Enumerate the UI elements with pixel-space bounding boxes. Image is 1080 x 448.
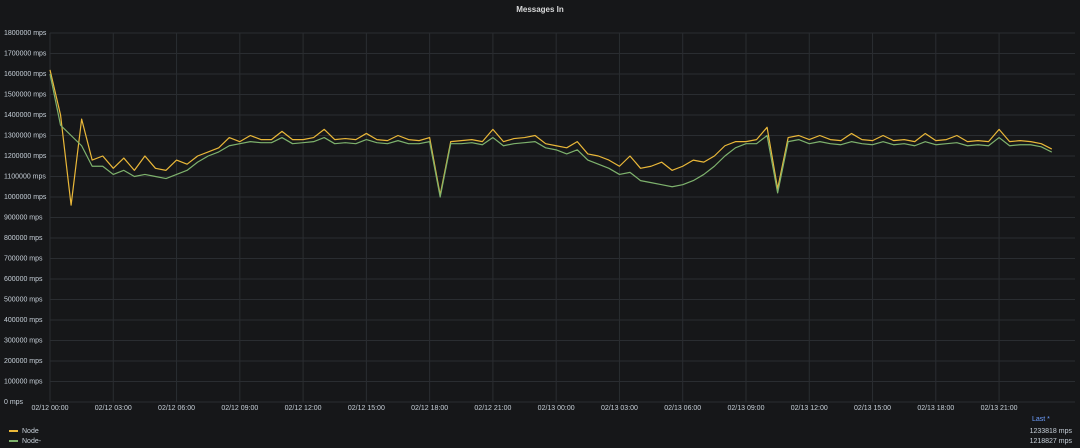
y-tick-label: 100000 mps <box>4 378 43 385</box>
y-tick-label: 1600000 mps <box>4 71 47 78</box>
series-line <box>49 73 1053 198</box>
y-tick-label: 1000000 mps <box>4 194 47 201</box>
x-tick-label: 02/13 18:00 <box>917 405 954 412</box>
x-tick-label: 02/13 15:00 <box>854 405 891 412</box>
y-tick-label: 1500000 mps <box>4 91 47 98</box>
legend-value: 1218827 mps <box>1030 438 1073 445</box>
y-tick-label: 300000 mps <box>4 337 43 344</box>
y-tick-label: 1400000 mps <box>4 112 47 119</box>
x-tick-label: 02/12 00:00 <box>32 405 69 412</box>
x-tick-label: 02/13 12:00 <box>791 405 828 412</box>
chart-title: Messages In <box>516 5 564 14</box>
x-tick-label: 02/12 12:00 <box>285 405 322 412</box>
y-tick-label: 500000 mps <box>4 296 43 303</box>
x-tick-label: 02/13 03:00 <box>601 405 638 412</box>
y-tick-label: 1700000 mps <box>4 50 47 57</box>
y-tick-label: 1800000 mps <box>4 30 47 37</box>
y-tick-label: 1200000 mps <box>4 153 47 160</box>
y-tick-label: 700000 mps <box>4 255 43 262</box>
y-tick-label: 600000 mps <box>4 276 43 283</box>
x-tick-label: 02/13 06:00 <box>664 405 701 412</box>
x-tick-label: 02/13 09:00 <box>727 405 764 412</box>
legend-label[interactable]: Node- <box>22 438 42 445</box>
x-tick-label: 02/12 06:00 <box>158 405 195 412</box>
y-tick-label: 800000 mps <box>4 235 43 242</box>
series-line <box>49 69 1053 206</box>
x-tick-label: 02/13 00:00 <box>538 405 575 412</box>
legend-value: 1233818 mps <box>1030 428 1073 435</box>
y-tick-label: 400000 mps <box>4 317 43 324</box>
x-tick-label: 02/12 18:00 <box>411 405 448 412</box>
x-tick-label: 02/12 21:00 <box>474 405 511 412</box>
legend-header[interactable]: Last * <box>1032 416 1050 423</box>
legend-label[interactable]: Node <box>22 428 39 435</box>
y-tick-label: 200000 mps <box>4 358 43 365</box>
x-tick-label: 02/12 09:00 <box>221 405 258 412</box>
x-tick-label: 02/12 15:00 <box>348 405 385 412</box>
y-tick-label: 1300000 mps <box>4 132 47 139</box>
x-tick-label: 02/13 21:00 <box>981 405 1018 412</box>
y-tick-label: 1100000 mps <box>4 173 46 180</box>
x-tick-label: 02/12 03:00 <box>95 405 132 412</box>
y-tick-label: 900000 mps <box>4 214 43 221</box>
y-tick-label: 0 mps <box>4 399 24 406</box>
